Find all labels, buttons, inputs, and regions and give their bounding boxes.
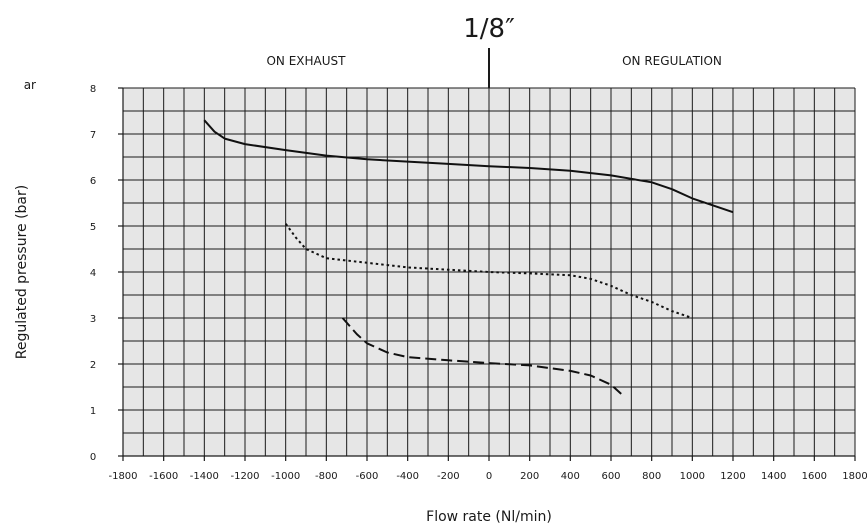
y-axis-label: Regulated pressure (bar): [14, 185, 30, 359]
y-tick-label: 8: [90, 84, 96, 95]
y-tick-label: 7: [90, 130, 96, 141]
x-tick-label: -800: [315, 471, 338, 482]
y-tick-label: 0: [90, 452, 96, 463]
series-line-dashed: [341, 317, 622, 395]
y-tick-label: 3: [90, 314, 96, 325]
x-tick-label: 1000: [680, 471, 705, 482]
y-tick-label: 5: [90, 222, 96, 233]
x-tick-label: 1600: [802, 471, 827, 482]
x-tick-label: 200: [520, 471, 539, 482]
series-line-solid: [203, 119, 734, 214]
x-tick-label: -1000: [271, 471, 300, 482]
x-tick-label: -1400: [190, 471, 219, 482]
region-label: ON REGULATION: [622, 54, 722, 68]
x-tick-label: -400: [396, 471, 419, 482]
x-tick-label: -1800: [108, 471, 137, 482]
corner-text: ar: [24, 78, 36, 92]
plot-area: 0 1 2 3 4 5 6 7 8 -1800 -1600 -1400 -1200 -1000 -800 -6…: [90, 48, 867, 482]
x-tick-label: -1200: [230, 471, 259, 482]
x-tick-label: 0: [486, 471, 492, 482]
chart-title: 1/8″: [463, 14, 515, 44]
x-tick-label: 1200: [720, 471, 745, 482]
x-tick-label: 1800: [842, 471, 867, 482]
x-tick-label: 600: [601, 471, 620, 482]
region-label: ON EXHAUST: [266, 54, 346, 68]
y-tick-label: 6: [90, 176, 96, 187]
x-tick-label: -200: [437, 471, 460, 482]
x-tick-label: -1600: [149, 471, 178, 482]
x-tick-label: 800: [642, 471, 661, 482]
x-tick-label: -600: [356, 471, 379, 482]
y-tick-label: 1: [90, 406, 96, 417]
x-tick-label: 400: [561, 471, 580, 482]
x-tick-label: 1400: [761, 471, 786, 482]
y-tick-label: 2: [90, 360, 96, 371]
x-axis-label: Flow rate (Nl/min): [426, 509, 552, 525]
y-tick-label: 4: [90, 268, 96, 279]
